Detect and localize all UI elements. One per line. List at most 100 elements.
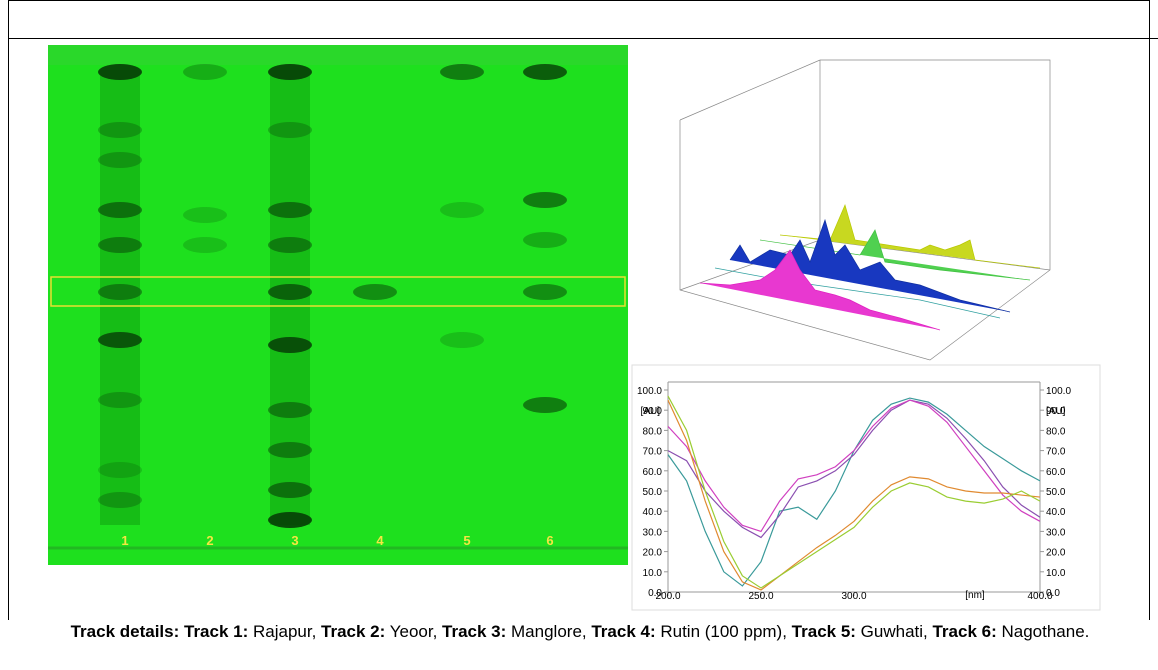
plate — [48, 45, 628, 565]
band — [353, 284, 397, 300]
y-tick-label: 20.0 — [643, 548, 663, 559]
band — [268, 337, 312, 353]
lane-label: 3 — [291, 533, 298, 548]
band — [98, 202, 142, 218]
y-tick-label: 60.0 — [643, 467, 663, 478]
spectrum-line — [667, 399, 1041, 591]
band — [268, 64, 312, 80]
band — [440, 64, 484, 80]
caption-label: Track 6: — [932, 622, 997, 641]
caption-label: Track 3: — [442, 622, 507, 641]
y-tick-label: 50.0 — [1046, 487, 1066, 498]
y-tick-label: 90.0 — [643, 406, 663, 417]
caption-label: Track 5: — [791, 622, 856, 641]
band — [98, 64, 142, 80]
spectrum-line — [667, 399, 1041, 539]
lane-label: 4 — [376, 533, 384, 548]
x-axis-label: [nm] — [965, 590, 985, 601]
band — [440, 202, 484, 218]
band — [98, 122, 142, 138]
caption-label: Track details: Track 1: — [70, 622, 249, 641]
band — [268, 202, 312, 218]
band — [268, 402, 312, 418]
lanes — [98, 64, 567, 528]
frame — [8, 0, 1150, 620]
y-axis-label: [AU] — [641, 406, 661, 417]
band — [98, 392, 142, 408]
y-tick-label: 80.0 — [1046, 426, 1066, 437]
caption-text: Rutin (100 ppm), — [655, 622, 792, 641]
band — [268, 482, 312, 498]
band — [523, 64, 567, 80]
lane-label: 2 — [206, 533, 213, 548]
y-tick-label: 70.0 — [1046, 447, 1066, 458]
caption-text: Yeoor, — [385, 622, 443, 641]
y-tick-label: 100.0 — [1046, 386, 1071, 397]
y-tick-label: 10.0 — [1046, 568, 1066, 579]
caption-text: Guwhati, — [855, 622, 933, 641]
y-tick-label: 30.0 — [1046, 527, 1066, 538]
lane-label: 1 — [121, 533, 128, 548]
band — [98, 152, 142, 168]
y-tick-label: 0.0 — [1046, 588, 1060, 599]
band — [523, 284, 567, 300]
caption-label: Track 4: — [591, 622, 656, 641]
x-tick-label: 400.0 — [1027, 591, 1052, 602]
trace — [779, 203, 1041, 269]
panel — [631, 364, 1101, 611]
x-tick-label: 300.0 — [841, 591, 866, 602]
band — [183, 64, 227, 80]
band — [98, 284, 142, 300]
y-tick-label: 20.0 — [1046, 548, 1066, 559]
band — [440, 332, 484, 348]
tlc-plate: 1 2 3 4 5 6 — [48, 45, 628, 565]
band — [98, 237, 142, 253]
spectrum-line — [667, 397, 1041, 587]
caption-label: Track 2: — [321, 622, 386, 641]
y-tick-label: 30.0 — [643, 527, 663, 538]
band — [268, 284, 312, 300]
caption-text: Nagothane. — [996, 622, 1090, 641]
y-tick-label: 70.0 — [643, 447, 663, 458]
y-tick-label: 10.0 — [643, 568, 663, 579]
y-tick-label: 50.0 — [643, 487, 663, 498]
y-tick-label: 90.0 — [1046, 406, 1066, 417]
box — [819, 239, 1051, 271]
band — [268, 237, 312, 253]
band — [98, 462, 142, 478]
spectrum-line — [667, 395, 1041, 589]
lane-label: 6 — [546, 533, 553, 548]
plate-top — [48, 45, 628, 65]
lane-label: 5 — [463, 533, 470, 548]
y-tick-label: 80.0 — [643, 426, 663, 437]
band — [523, 397, 567, 413]
trace — [714, 267, 1001, 319]
y-tick-label: 40.0 — [1046, 507, 1066, 518]
band — [183, 207, 227, 223]
y-tick-label: 0.0 — [648, 588, 662, 599]
band — [523, 232, 567, 248]
band — [183, 237, 227, 253]
caption-text: Manglore, — [506, 622, 592, 641]
y-tick-label: 60.0 — [1046, 467, 1066, 478]
band — [268, 122, 312, 138]
highlight-box — [50, 276, 626, 307]
band — [523, 192, 567, 208]
figure: 1 2 3 4 5 6 [AU] [AU] [nm] 0.0 0.0 10.0 10.0 20.0… — [8, 0, 1158, 620]
spectra-chart: [AU] [AU] [nm] 0.0 0.0 10.0 10.0 20.0 20.0 30.… — [631, 364, 1101, 611]
caption: Track details: Track 1: Rajapur, Track 2… — [40, 620, 1120, 644]
band — [268, 512, 312, 528]
y-tick-label: 40.0 — [643, 507, 663, 518]
caption-text: Rajapur, — [248, 622, 322, 641]
y-axis-label: [AU] — [1046, 406, 1066, 417]
trace — [699, 249, 941, 331]
x-tick-label: 250.0 — [748, 591, 773, 602]
x-tick-label: 200.0 — [655, 591, 680, 602]
band — [98, 492, 142, 508]
spectrum-line — [667, 399, 1041, 533]
y-tick-label: 100.0 — [637, 386, 662, 397]
band — [98, 332, 142, 348]
band — [268, 442, 312, 458]
trace — [729, 218, 1011, 313]
